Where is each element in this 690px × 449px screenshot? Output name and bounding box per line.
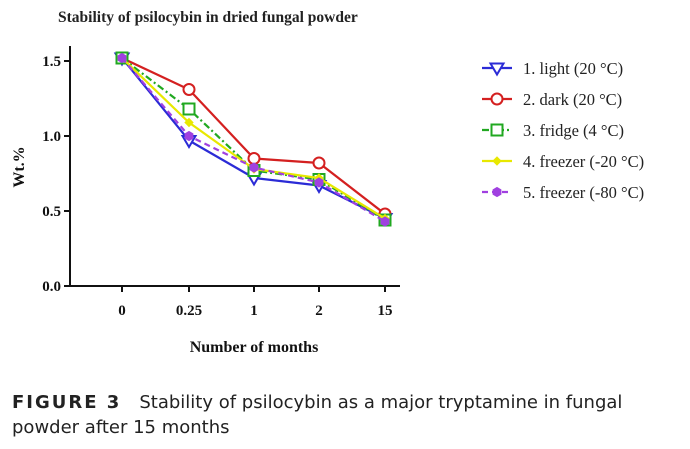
series-line [121,57,386,220]
legend-item-1: 1. light (20 °C) [482,59,623,78]
x-tick-labels: 0 0.25 1 2 15 [118,303,392,319]
data-point [182,102,196,116]
data-point [182,83,196,96]
x-tick-label: 0.25 [176,303,202,319]
axes [64,46,400,292]
series-line [121,57,386,223]
x-tick-label: 1 [250,303,258,319]
y-tick-label: 1.5 [42,54,61,70]
legend-item-3: 3. fridge (4 °C) [482,121,624,140]
data-point [314,177,324,188]
legend-label: 5. freezer (-80 °C) [523,183,644,202]
x-tick-label: 15 [378,303,393,319]
data-point [247,152,261,165]
data-point [184,117,194,128]
legend-item-5: 5. freezer (-80 °C) [482,183,644,202]
legend-label: 4. freezer (-20 °C) [523,152,644,171]
legend-label: 3. fridge (4 °C) [523,121,624,140]
data-point [380,216,390,227]
series-5 [117,52,390,227]
series-line [121,57,386,215]
legend-label: 2. dark (20 °C) [523,90,622,109]
legend-marker [492,186,502,198]
y-axis-title: Wt.% [11,146,28,187]
series-4 [117,53,390,224]
x-tick-label: 0 [118,303,126,319]
figure-caption: FIGURE 3 Stability of psilocybin as a maj… [12,390,682,440]
series-line [121,57,386,221]
legend-marker [492,156,502,166]
legend-marker [490,92,504,106]
legend-marker [490,123,504,137]
legend: 1. light (20 °C) 2. dark (20 °C) 3. fridge… [482,59,644,202]
data-point [117,52,127,64]
legend-marker [488,62,506,77]
series-2 [115,51,392,221]
data-point [184,130,194,142]
legend-label: 1. light (20 °C) [523,59,623,78]
caption-text: Stability of psilocybin as a major trypt… [12,392,623,438]
y-tick-label: 0.5 [42,204,61,220]
legend-item-4: 4. freezer (-20 °C) [482,152,644,171]
y-tick-labels: 0.0 0.5 1.0 1.5 [42,54,61,295]
line-chart: Stability of psilocybin in dried fungal … [11,9,644,356]
x-tick-label: 2 [315,303,323,319]
caption-label: FIGURE 3 [12,392,122,413]
x-axis-title: Number of months [190,339,319,356]
series-group [113,51,394,227]
chart-title: Stability of psilocybin in dried fungal … [58,9,358,26]
y-tick-label: 0.0 [42,279,61,295]
data-point [312,156,326,170]
data-point [249,162,259,173]
y-tick-label: 1.0 [42,129,61,145]
legend-item-2: 2. dark (20 °C) [482,90,622,109]
